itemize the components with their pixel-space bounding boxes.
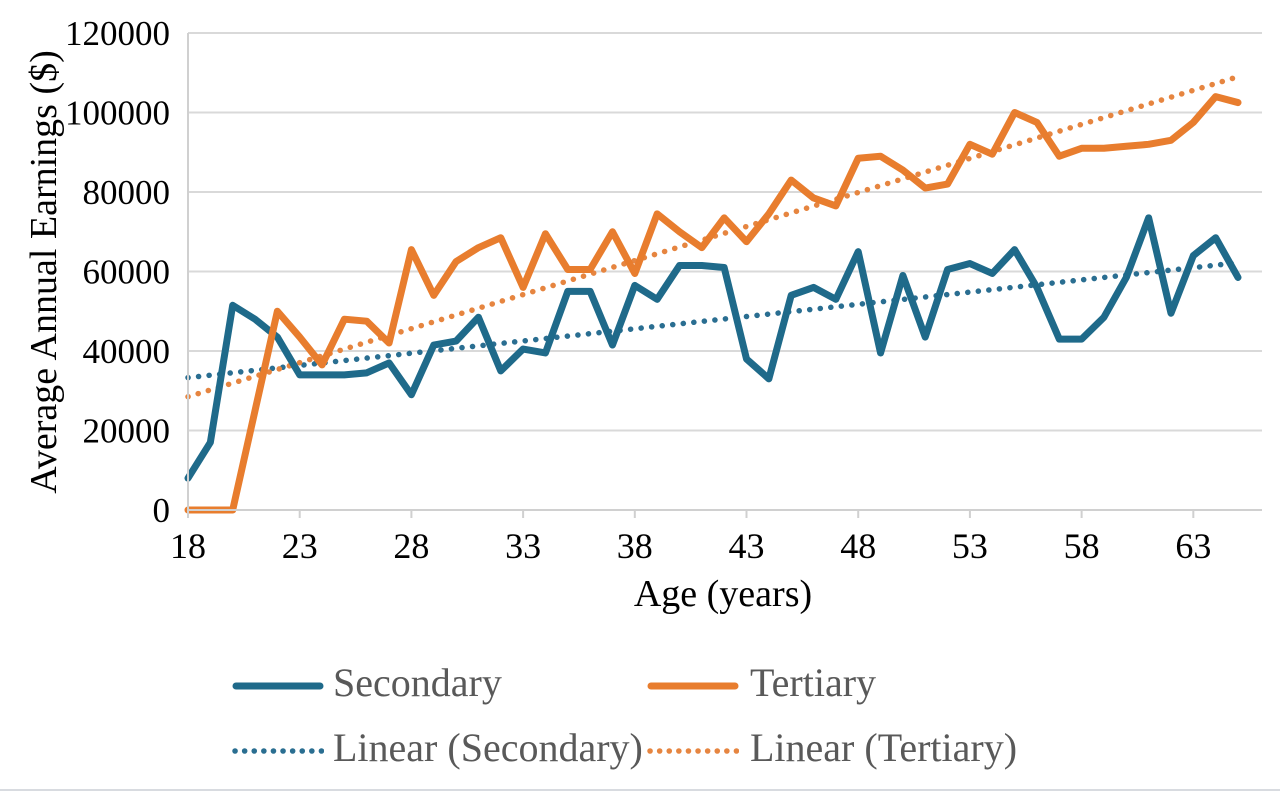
legend-label-linear-tertiary: Linear (Tertiary): [750, 725, 1018, 770]
y-tick-label: 80000: [83, 173, 171, 212]
y-tick-label: 0: [153, 491, 171, 530]
x-tick-label: 43: [729, 526, 765, 566]
x-tick-label: 63: [1175, 526, 1211, 566]
y-tick-label: 120000: [65, 14, 170, 53]
y-tick-label: 60000: [83, 253, 171, 292]
series-line-tertiary: [184, 93, 1242, 514]
x-tick-label: 28: [393, 526, 429, 566]
chart-canvas: 0 20000 40000 60000 80000 100000 120000 18 23 28 3…: [65, 14, 1262, 566]
y-tick-label: 100000: [65, 94, 170, 133]
legend-label-secondary: Secondary: [333, 660, 502, 705]
x-tick-label: 58: [1064, 526, 1100, 566]
tertiary-line-swatch: [647, 682, 739, 690]
linear-secondary-swatch: [232, 748, 324, 754]
x-tick-label: 33: [505, 526, 541, 566]
y-tick-label: 40000: [83, 332, 171, 371]
y-axis-title: Average Annual Earnings ($): [23, 50, 65, 494]
secondary-line-swatch: [232, 682, 324, 690]
x-tick-label: 53: [952, 526, 988, 566]
x-tick-label: 18: [170, 526, 206, 566]
x-axis-title: Age (years): [633, 573, 813, 615]
y-tick-label: 20000: [83, 412, 171, 451]
x-tick-label: 48: [840, 526, 876, 566]
bottom-divider: [0, 789, 1280, 791]
legend-label-tertiary: Tertiary: [750, 660, 877, 705]
x-tick-label: 23: [282, 526, 318, 566]
series-line-secondary: [184, 214, 1242, 482]
x-tick-label: 38: [617, 526, 653, 566]
trendline-linear-secondary-: [185, 260, 1241, 381]
legend-label-linear-secondary: Linear (Secondary): [333, 725, 643, 770]
linear-tertiary-swatch: [647, 748, 739, 754]
